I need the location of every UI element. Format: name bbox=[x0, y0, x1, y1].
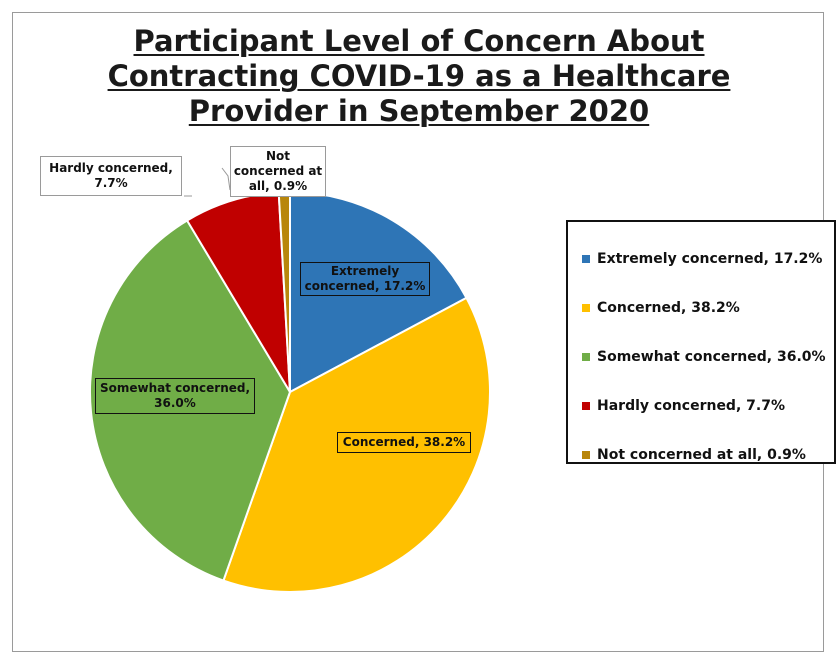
legend-label: Extremely concerned, 17.2% bbox=[597, 250, 823, 267]
data-label-extremely-concerned: Extremely concerned, 17.2% bbox=[300, 262, 430, 296]
legend-item-somewhat-concerned: Somewhat concerned, 36.0% bbox=[582, 332, 826, 381]
data-label-hardly-concerned: Hardly concerned, 7.7% bbox=[40, 156, 182, 196]
legend-item-hardly-concerned: Hardly concerned, 7.7% bbox=[582, 381, 824, 430]
data-label-concerned: Concerned, 38.2% bbox=[337, 432, 471, 453]
chart-title-line-1: Participant Level of Concern About bbox=[133, 24, 705, 58]
legend-swatch bbox=[582, 303, 590, 312]
chart-title: Participant Level of Concern About Contr… bbox=[0, 24, 838, 129]
legend-item-extremely-concerned: Extremely concerned, 17.2% bbox=[582, 234, 824, 283]
legend-swatch bbox=[582, 401, 590, 410]
legend-swatch bbox=[582, 254, 590, 263]
legend-item-not-concerned-at-all: Not concerned at all, 0.9% bbox=[582, 430, 824, 479]
chart-title-line-2: Contracting COVID-19 as a Healthcare bbox=[107, 59, 731, 93]
leader-line-not-concerned-at-all bbox=[221, 167, 231, 191]
pie-slice-concerned bbox=[222, 296, 491, 593]
legend-label: Somewhat concerned, 36.0% bbox=[597, 348, 826, 365]
legend-swatch bbox=[582, 450, 590, 459]
legend-label: Not concerned at all, 0.9% bbox=[597, 446, 806, 463]
legend-swatch bbox=[582, 352, 590, 361]
chart-title-line-3: Provider in September 2020 bbox=[188, 94, 650, 128]
data-label-not-concerned-at-all: Not concerned at all, 0.9% bbox=[230, 146, 326, 197]
pie-chart bbox=[89, 167, 491, 593]
legend-item-concerned: Concerned, 38.2% bbox=[582, 283, 824, 332]
legend-label: Hardly concerned, 7.7% bbox=[597, 397, 785, 414]
data-label-somewhat-concerned: Somewhat concerned, 36.0% bbox=[95, 378, 255, 414]
legend: Extremely concerned, 17.2% Concerned, 38… bbox=[566, 220, 836, 464]
legend-label: Concerned, 38.2% bbox=[597, 299, 740, 316]
